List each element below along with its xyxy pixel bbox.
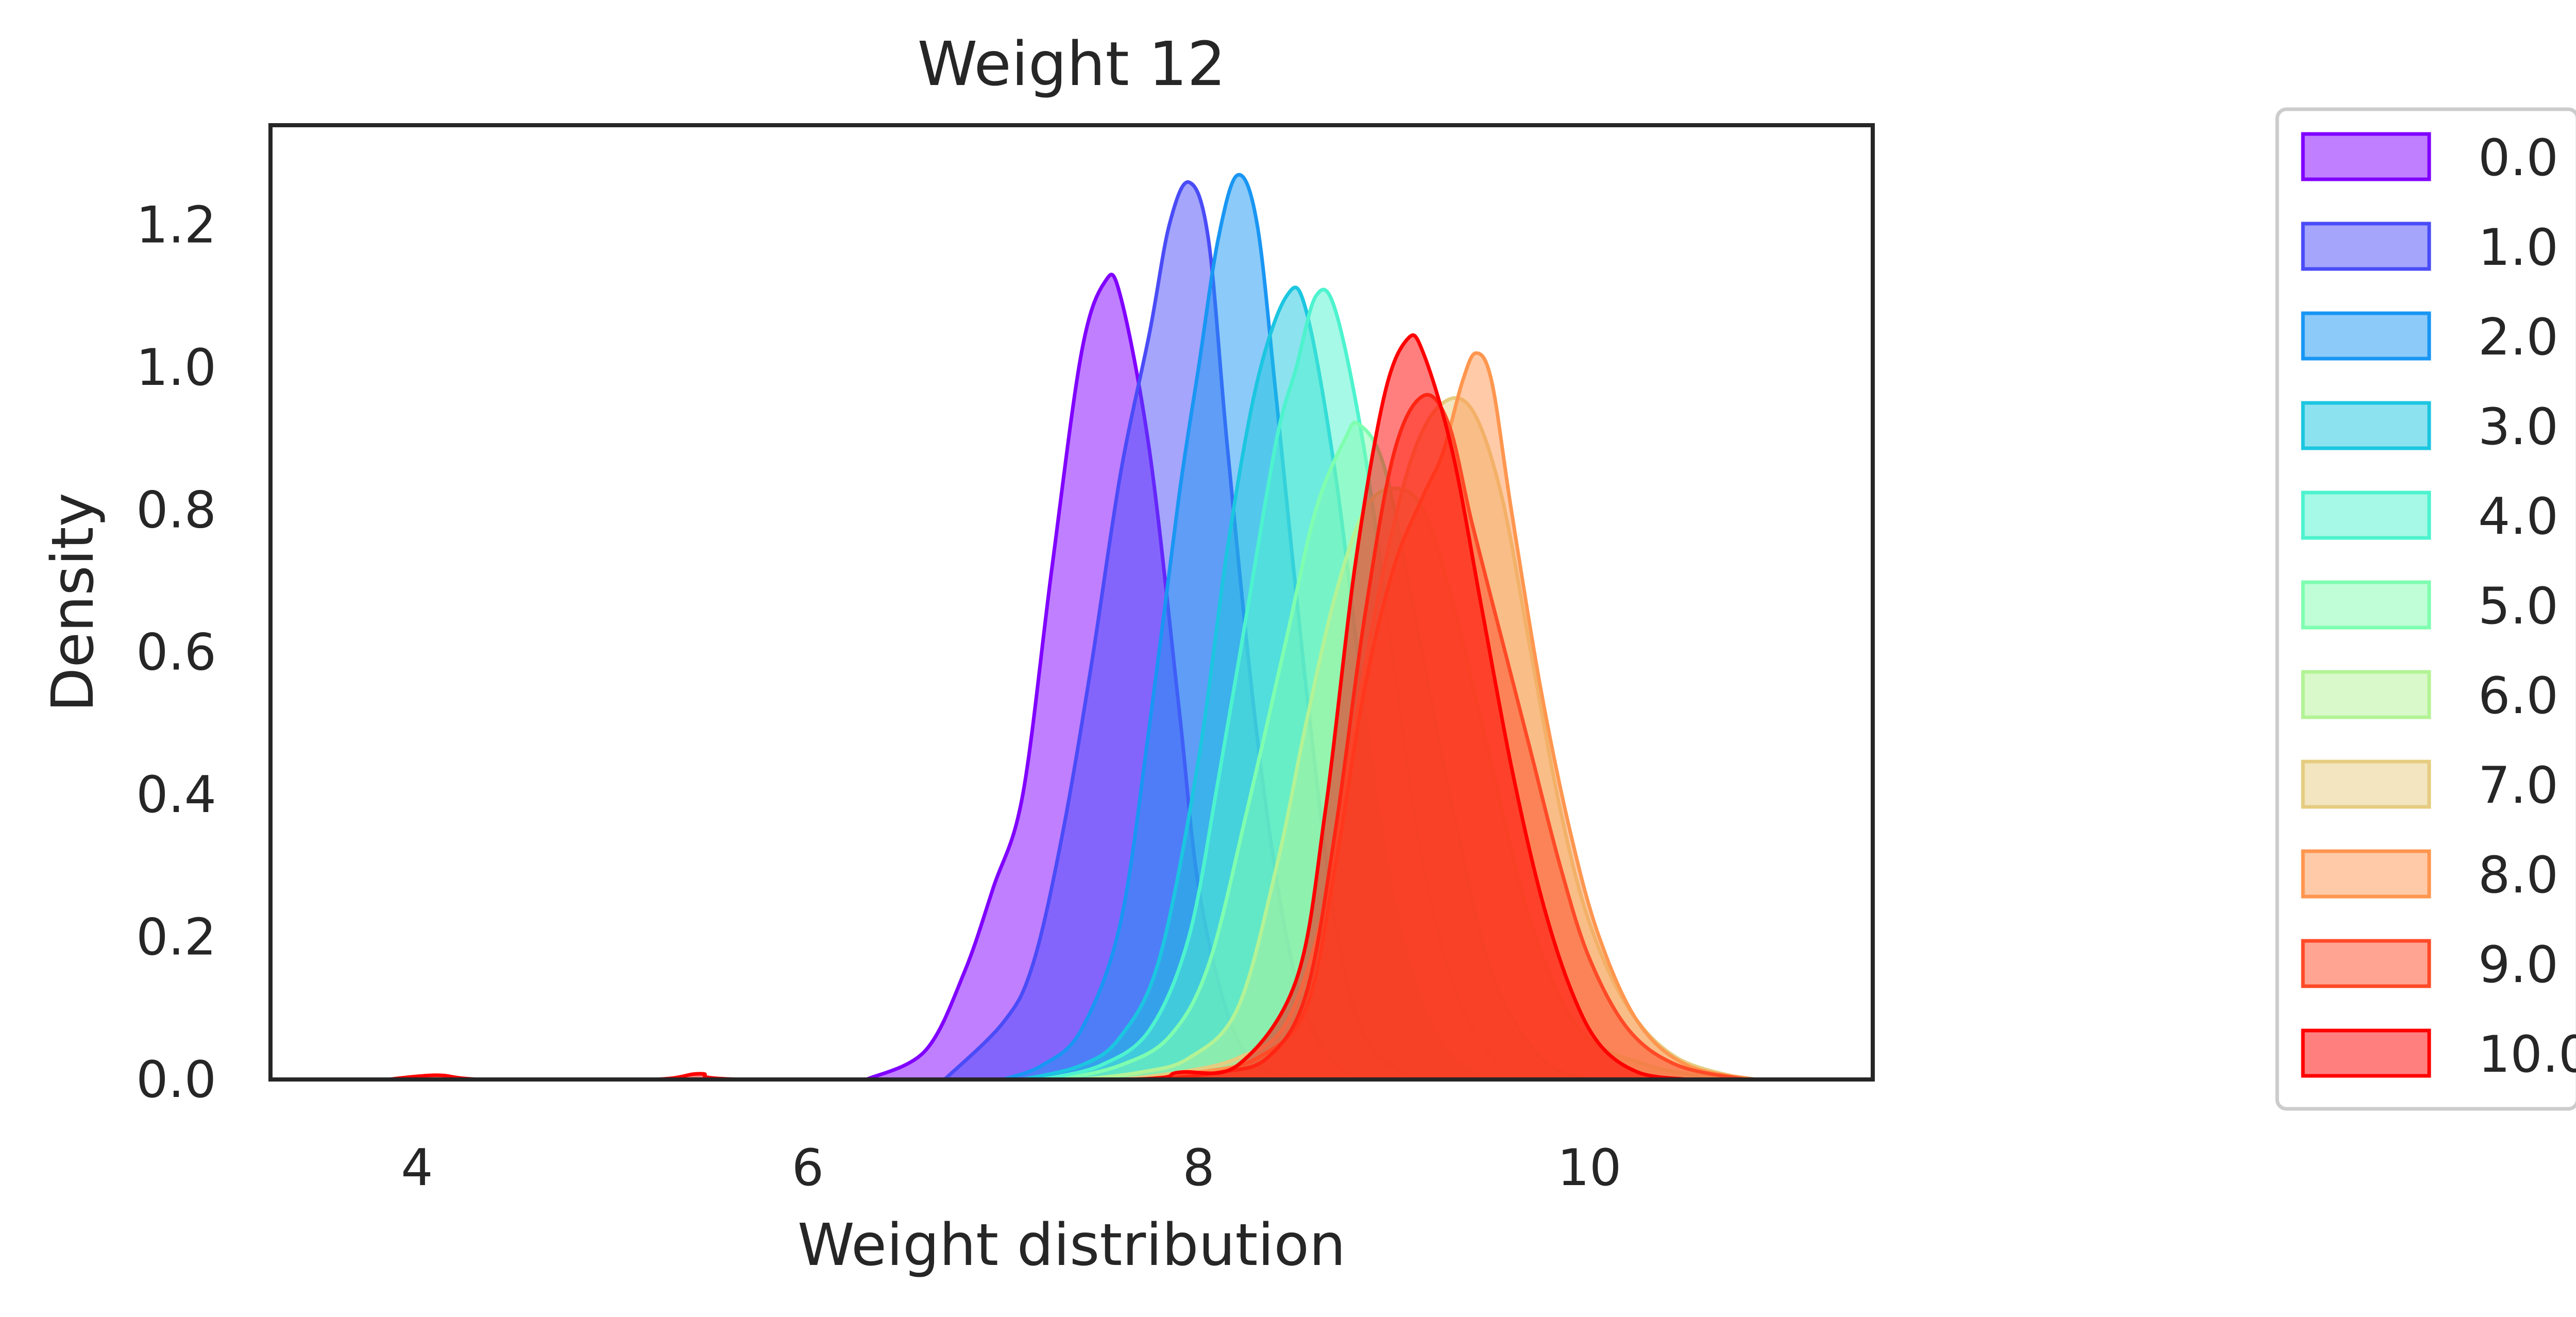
density-line-10-0 (387, 333, 1688, 1082)
y-tick-label: 1.0 (136, 339, 216, 397)
legend-label-5-0: 5.0 (2478, 577, 2558, 636)
plot-title: Weight 12 (918, 28, 1226, 99)
legend-label-4-0: 4.0 (2478, 487, 2558, 546)
legend-label-7-0: 7.0 (2478, 756, 2558, 815)
legend-swatch-5-0 (2301, 580, 2431, 630)
y-tick-label: 0.4 (136, 766, 216, 824)
legend-swatch-2-0 (2301, 311, 2431, 361)
y-tick-label: 0.0 (136, 1051, 216, 1109)
legend-label-3-0: 3.0 (2478, 398, 2558, 457)
legend-label-9-0: 9.0 (2478, 936, 2558, 994)
y-tick-label: 0.8 (136, 481, 216, 539)
legend-swatch-0-0 (2301, 132, 2431, 181)
legend: 0.0 1.0 2.0 3.0 4.0 5.0 6.0 7.0 8.0 9.0 10.0 (2275, 107, 2576, 1111)
legend-swatch-9-0 (2301, 939, 2431, 988)
legend-items: 0.0 1.0 2.0 3.0 4.0 5.0 6.0 7.0 8.0 9.0 10.0 (2301, 129, 2576, 1084)
legend-label-0-0: 0.0 (2478, 129, 2558, 188)
legend-label-10-0: 10.0 (2478, 1025, 2576, 1084)
legend-label-1-0: 1.0 (2478, 218, 2558, 277)
y-axis-ticks: 0.0 0.2 0.4 0.6 0.8 1.0 1.2 (136, 196, 216, 1109)
density-curves (387, 173, 1756, 1082)
x-axis-title: Weight distribution (798, 1212, 1346, 1279)
legend-swatch-6-0 (2301, 670, 2431, 719)
legend-swatch-4-0 (2301, 491, 2431, 540)
x-axis-ticks: 4 6 8 10 (401, 1139, 1621, 1197)
x-tick-label: 4 (401, 1139, 433, 1197)
y-tick-label: 0.6 (136, 623, 216, 682)
y-tick-label: 1.2 (136, 196, 216, 255)
legend-label-6-0: 6.0 (2478, 667, 2558, 725)
x-tick-label: 8 (1182, 1139, 1214, 1197)
legend-swatch-3-0 (2301, 401, 2431, 450)
legend-label-8-0: 8.0 (2478, 846, 2558, 905)
legend-label-2-0: 2.0 (2478, 308, 2558, 367)
y-axis-title: Density (40, 493, 107, 712)
x-tick-label: 10 (1557, 1139, 1622, 1197)
x-tick-label: 6 (792, 1139, 824, 1197)
legend-swatch-8-0 (2301, 849, 2431, 899)
y-tick-label: 0.2 (136, 908, 216, 967)
legend-swatch-10-0 (2301, 1028, 2431, 1078)
legend-swatch-7-0 (2301, 759, 2431, 809)
plot-frame (268, 123, 1875, 1082)
legend-swatch-1-0 (2301, 222, 2431, 271)
